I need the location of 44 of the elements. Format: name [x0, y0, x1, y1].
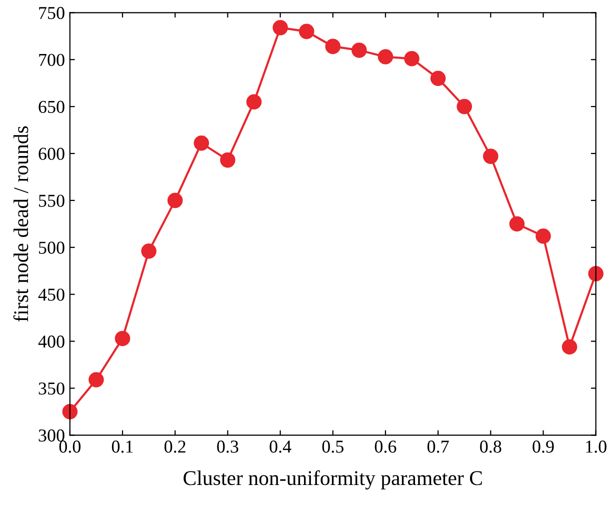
y-tick-label: 650 [38, 100, 64, 113]
y-tick-label: 400 [38, 336, 64, 348]
point [62, 404, 78, 420]
x-tick-label: 0.4 [270, 440, 292, 453]
point [194, 136, 210, 151]
y-tick-label: 300 [38, 429, 64, 442]
y-tick-label: 550 [39, 194, 64, 207]
point [430, 70, 446, 86]
point [456, 98, 472, 114]
point [325, 38, 341, 54]
point [536, 228, 551, 244]
x-tick-label: 1.0 [586, 440, 606, 453]
x-tick-label: 0.0 [59, 440, 81, 453]
point [114, 330, 130, 346]
x-tick-label: 0.8 [480, 440, 502, 453]
point [404, 51, 420, 66]
point [509, 216, 525, 232]
point [588, 266, 604, 282]
x-tick-label: 0.5 [322, 440, 344, 453]
y-tick-label: 600 [38, 148, 64, 160]
point [378, 49, 394, 64]
y-tick-label: 700 [39, 54, 64, 66]
point [246, 94, 262, 110]
point [352, 42, 367, 58]
point [298, 24, 314, 40]
y-tick-label: 350 [38, 382, 64, 395]
y-axis-title: first node dead / rounds [13, 126, 28, 322]
y-tick-label: 750 [39, 6, 64, 20]
y-tick-label: 500 [39, 242, 64, 254]
x-tick-label: 0.9 [532, 440, 554, 453]
point [483, 148, 498, 164]
x-axis-title: Cluster non-uniformity parameter C [184, 470, 482, 490]
x-tick-label: 0.6 [374, 440, 396, 453]
x-tick-label: 0.7 [427, 440, 449, 453]
point [167, 192, 183, 208]
point [88, 372, 104, 388]
point [562, 339, 578, 355]
point [220, 152, 236, 168]
x-tick-label: 0.3 [217, 440, 238, 453]
y-tick-label: 450 [38, 288, 64, 301]
x-tick-label: 0.1 [112, 440, 133, 453]
point [272, 20, 288, 36]
point [141, 243, 156, 259]
x-tick-label: 0.2 [164, 440, 186, 453]
